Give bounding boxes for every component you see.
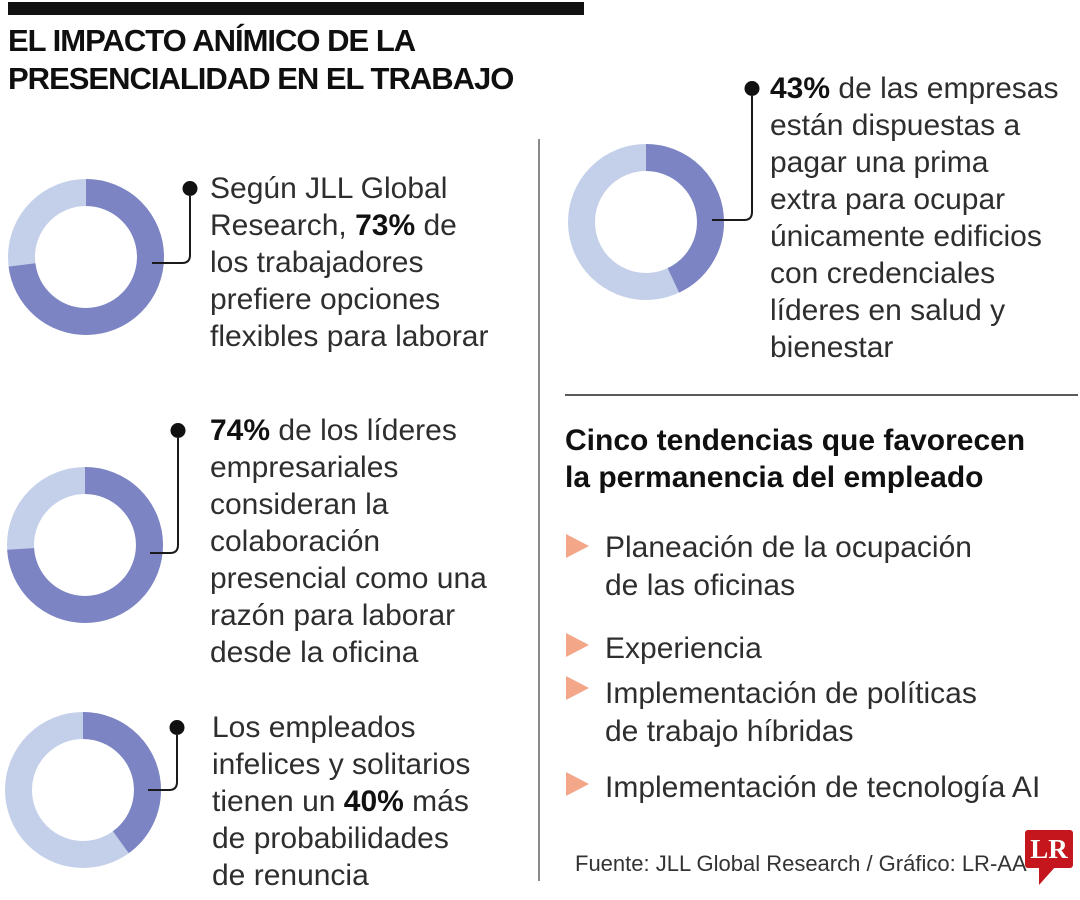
bullet-dot [170, 423, 186, 438]
triangle-bullet-icon [566, 633, 589, 657]
triangle-bullet-icon [566, 676, 589, 700]
triangle-bullet-icon [566, 534, 589, 558]
source-credit: Fuente: JLL Global Research / Gráfico: L… [575, 851, 1027, 876]
page-title: EL IMPACTO ANÍMICO DE LA PRESENCIALIDAD E… [8, 23, 514, 96]
header-accent-bar [8, 2, 584, 15]
stat-text-43: 43% de las empresas están dispuestas a pag… [770, 72, 1059, 364]
trend-item-experiencia: Experiencia [605, 632, 762, 665]
vertical-divider [538, 139, 540, 881]
lr-logo: LR [1025, 830, 1073, 888]
section-divider [565, 394, 1078, 396]
trend-item-politicas: Implementación de políticas de trabajo hí… [605, 677, 977, 748]
triangle-bullet-icon [566, 772, 589, 796]
stat-text-74: 74% de los líderes empresariales considera… [210, 414, 487, 669]
stat-text-40: Los empleados infelices y solitarios tiene… [212, 711, 471, 892]
lr-logo-tail-icon [1039, 866, 1056, 885]
trend-item-tecnologia: Implementación de tecnología AI [605, 771, 1041, 804]
donut-chart-74 [5, 465, 165, 625]
trends-heading: Cinco tendencias que favorecen la permane… [565, 424, 1026, 494]
bullet-dot [182, 181, 198, 196]
stat-text-73: Según JLL Global Research, 73% de los trab… [210, 172, 489, 353]
bullet-dot [169, 720, 185, 735]
bullet-dot [744, 81, 760, 96]
trend-item-planeacion: Planeación de la ocupación de las oficina… [605, 531, 972, 602]
lr-logo-square: LR [1025, 830, 1073, 868]
donut-chart-73 [6, 177, 166, 337]
donut-chart-43 [566, 142, 726, 302]
donut-chart-40 [3, 710, 163, 870]
